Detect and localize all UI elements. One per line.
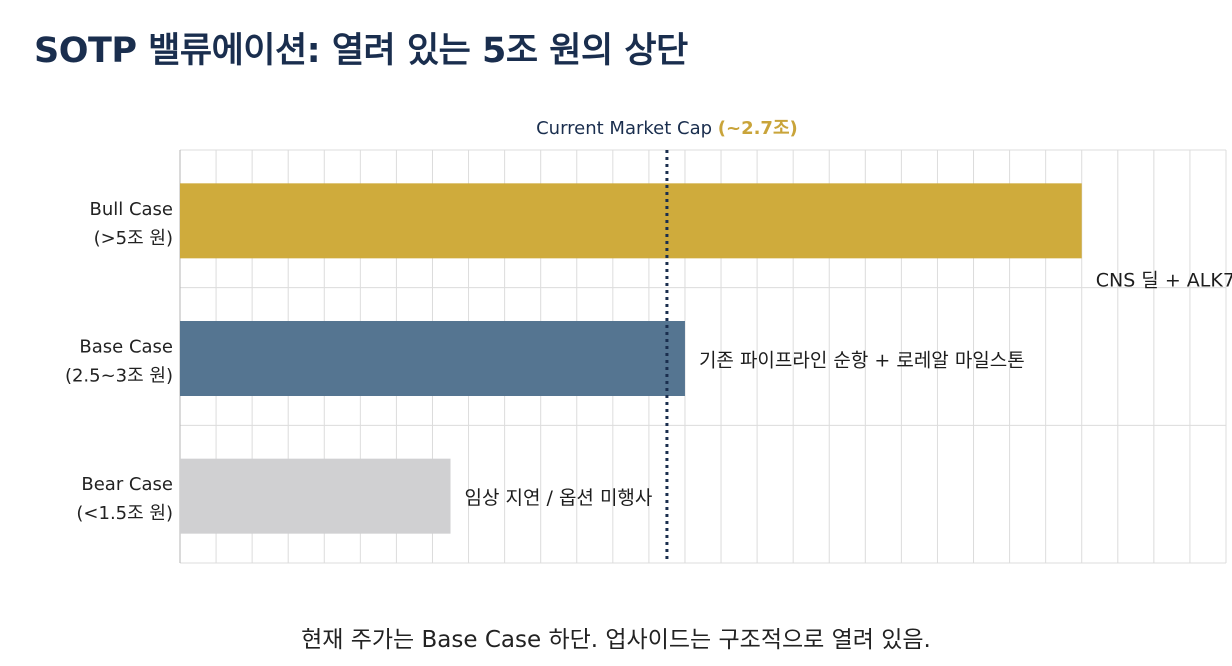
reference-line-label: Current Market Cap (~2.7조) <box>536 118 798 139</box>
bar <box>180 321 685 396</box>
page-title: SOTP 밸류에이션: 열려 있는 5조 원의 상단 <box>34 31 688 71</box>
category-label: Bull Case <box>89 199 173 220</box>
chart-bars <box>180 183 1082 534</box>
bar-annotation: 임상 지연 / 옵션 미행사 <box>465 487 653 509</box>
reference-line-group: Current Market Cap (~2.7조) <box>536 118 798 563</box>
bar-annotation: CNS 딜 + ALK7 메가 딜 + 탈모 임상 성공 <box>1096 269 1232 291</box>
category-label: (<1.5조 원) <box>76 503 173 524</box>
category-label: Base Case <box>79 337 173 358</box>
category-label: Bear Case <box>81 474 173 495</box>
bar <box>180 458 451 534</box>
footer-caption: 현재 주가는 Base Case 하단. 업사이드는 구조적으로 열려 있음. <box>301 627 931 653</box>
bar <box>180 183 1082 259</box>
bar-annotation: 기존 파이프라인 순항 + 로레알 마일스톤 <box>699 350 1025 372</box>
category-label: (2.5~3조 원) <box>65 366 173 387</box>
chart-annotations: CNS 딜 + ALK7 메가 딜 + 탈모 임상 성공기존 파이프라인 순항 … <box>465 269 1232 509</box>
chart-category-labels: Bull Case (>5조 원) Base Case (2.5~3조 원) Bear … <box>65 199 173 524</box>
sotp-bar-chart: CNS 딜 + ALK7 메가 딜 + 탈모 임상 성공기존 파이프라인 순항 … <box>65 118 1232 564</box>
category-label: (>5조 원) <box>94 228 173 249</box>
